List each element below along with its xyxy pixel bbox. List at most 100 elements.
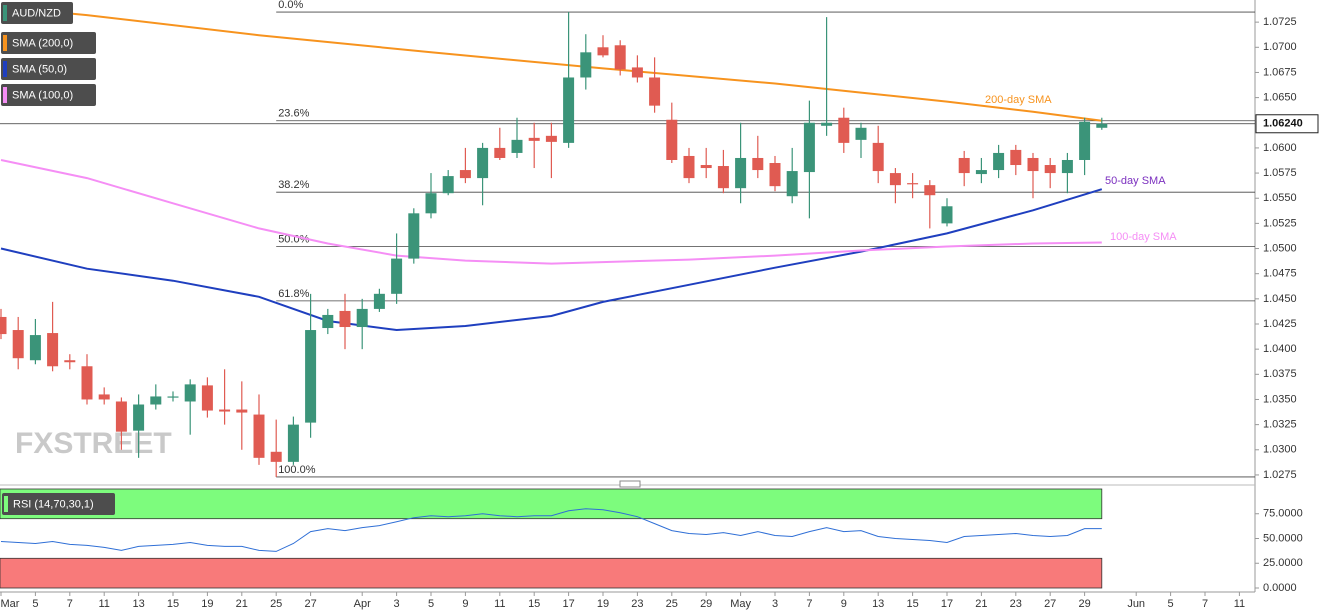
y-tick-label: 1.0725 (1263, 16, 1297, 28)
candle-body (287, 424, 299, 462)
candle-body (322, 314, 334, 329)
x-tick-label: 13 (872, 598, 884, 610)
y-tick-label: 1.0600 (1263, 142, 1297, 154)
x-tick-label: 21 (975, 598, 987, 610)
x-tick-label: 15 (167, 598, 179, 610)
candle-body (855, 127, 867, 140)
candle-body (81, 366, 93, 400)
overbought-zone (0, 488, 1103, 520)
candle-body (12, 330, 24, 359)
candle-body (0, 316, 7, 335)
candle-body (201, 385, 213, 411)
candle-body (1061, 159, 1073, 174)
candle-body (494, 147, 506, 158)
y-tick-label: 1.0550 (1263, 192, 1297, 204)
x-tick-label: 27 (304, 598, 316, 610)
y-tick-label: 1.0325 (1263, 419, 1297, 431)
x-tick-label: 7 (67, 598, 73, 610)
candle-body (580, 52, 592, 78)
candle-body (683, 155, 695, 179)
legend-label: SMA (200,0) (12, 37, 73, 49)
y-tick-label: 1.0300 (1263, 444, 1297, 456)
candle-body (958, 157, 970, 174)
candle-body (98, 394, 110, 400)
x-tick-label: 17 (941, 598, 953, 610)
x-tick-label: Apr (354, 598, 371, 610)
candle-body (563, 77, 575, 143)
x-tick-label: 3 (394, 598, 400, 610)
price-panel: 0.0% 23.6% 38.2% 50.0% 61.8% 100.0% 200-day SM… (0, 0, 1255, 478)
candle-body (477, 147, 489, 179)
resize-handle (619, 480, 641, 488)
rsi-panel: RSI (14,70,30,1) (0, 488, 1103, 589)
annotation: 200-day SMA (985, 94, 1052, 106)
rsi-tick-label: 25.0000 (1263, 557, 1303, 569)
candle-body (1079, 121, 1091, 160)
candle-body (236, 409, 248, 413)
legend-box (1, 84, 96, 106)
candle-body (459, 170, 471, 179)
legend-swatch (3, 5, 7, 21)
candle-body (614, 45, 626, 70)
legend-label: AUD/NZD (12, 7, 61, 19)
x-tick-label: 9 (841, 598, 847, 610)
legend-label: SMA (100,0) (12, 89, 73, 101)
x-tick-label: 25 (270, 598, 282, 610)
y-tick-label: 1.0575 (1263, 167, 1297, 179)
y-tick-label: 1.0650 (1263, 92, 1297, 104)
x-tick-label: 29 (700, 598, 712, 610)
fib-label: 23.6% (278, 108, 309, 120)
candle-body (47, 333, 59, 367)
candle-body (1096, 123, 1108, 128)
x-tick-label: 11 (494, 598, 505, 610)
x-tick-label: May (730, 598, 751, 610)
fib-label: 100.0% (278, 464, 316, 476)
x-tick-label: 5 (428, 598, 434, 610)
annotation: 100-day SMA (1110, 231, 1177, 243)
x-tick-label: 13 (132, 598, 144, 610)
y-tick-label: 1.0275 (1263, 469, 1297, 481)
legend: AUD/NZD SMA (200,0) SMA (50,0) SMA (100,0) (1, 2, 96, 106)
x-tick-label: 29 (1078, 598, 1090, 610)
y-tick-label: 1.0450 (1263, 293, 1297, 305)
candle-body (115, 401, 127, 432)
candle-body (408, 213, 420, 259)
candle-body (666, 119, 678, 160)
last-price-label: 1.06240 (1263, 118, 1303, 130)
candle-body (356, 308, 368, 328)
candle-body (752, 157, 764, 171)
candle-body (133, 404, 145, 431)
legend-box (1, 2, 73, 24)
candle-body (838, 117, 850, 143)
candle-body (786, 171, 798, 197)
x-tick-label: 5 (1168, 598, 1174, 610)
x-tick-label: 11 (1234, 598, 1245, 610)
rsi-line (0, 508, 1102, 552)
candle-body (597, 47, 609, 56)
candle-body (150, 396, 162, 405)
candle-body (649, 77, 661, 106)
candle-body (391, 258, 403, 294)
candle-body (924, 185, 936, 196)
watermark: FXSTREET (15, 427, 172, 460)
candle-body (700, 165, 712, 169)
y-tick-label: 1.0375 (1263, 368, 1297, 380)
legend-label: SMA (50,0) (12, 63, 67, 75)
x-tick-label: 19 (597, 598, 609, 610)
candle-body (821, 122, 833, 126)
x-tick-label: 17 (562, 598, 574, 610)
last-price-box (1255, 114, 1319, 134)
candle-body (872, 142, 884, 172)
sma-line (0, 6, 1102, 122)
y-tick-label: 1.0425 (1263, 318, 1297, 330)
y-tick-label: 1.0525 (1263, 217, 1297, 229)
x-tick-label: 27 (1044, 598, 1056, 610)
candle-body (1044, 165, 1056, 174)
x-tick-label: 23 (631, 598, 643, 610)
legend-swatch (3, 61, 7, 77)
x-tick-label: 9 (462, 598, 468, 610)
x-tick-label: 15 (906, 598, 918, 610)
candle-body (64, 360, 76, 363)
